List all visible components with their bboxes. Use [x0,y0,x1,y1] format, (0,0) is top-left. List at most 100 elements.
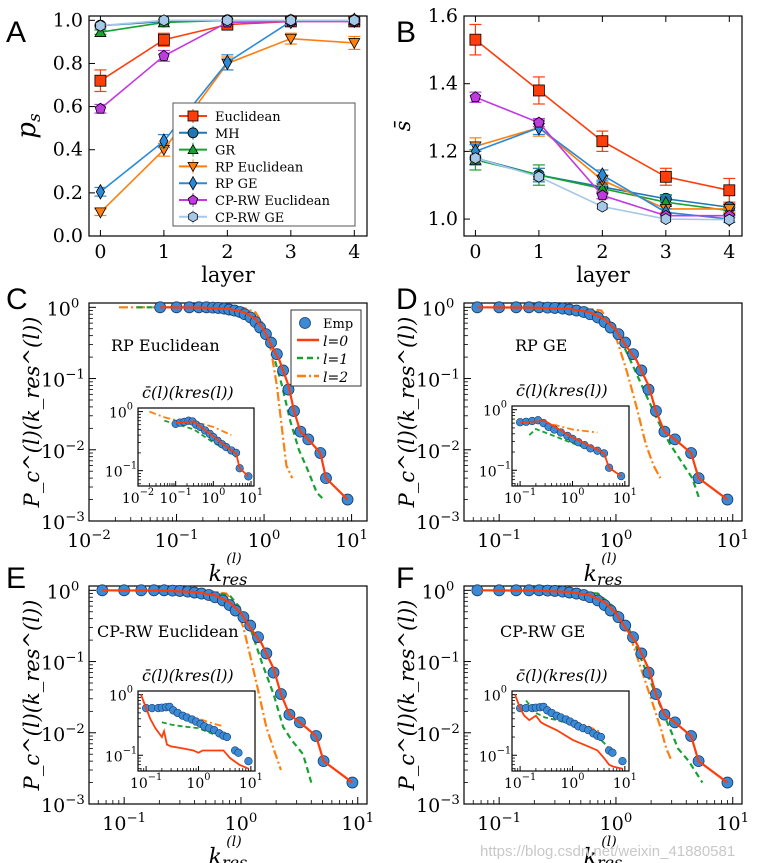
data-point [532,84,545,97]
data-point [285,14,296,27]
y-axis-label: ps [12,113,45,139]
y-tick-label: 1.6 [428,5,458,27]
legend-marker [187,143,199,155]
inset-y-tick-label: 100 [109,402,133,422]
legend-label: CP-RW GE [215,211,284,226]
data-point [660,213,671,226]
y-tick-label: 100 [47,579,80,603]
x-axis-label-superscript: (l) [226,551,241,567]
y-tick-label: 100 [422,579,455,603]
legend: Emp l=0 l=1 l=2 [290,309,362,387]
data-point [222,54,232,71]
y-tick-label: 10−3 [416,510,460,534]
data-point [94,102,107,114]
data-point [95,183,106,200]
y-tick-label: 10−2 [416,722,460,746]
inset-x-tick-label: 100 [201,487,225,507]
y-tick-label: 10−1 [41,368,85,392]
x-tick-label: 10−1 [477,811,521,835]
legend-marker [188,175,198,191]
inset-title: c̄(l)(kres(l)) [516,381,608,400]
inset-curves [149,410,253,481]
x-tick-label: 4 [723,241,735,263]
x-tick-label: 2 [596,241,608,263]
inset-y-tick-label: 10−1 [105,461,137,481]
x-tick-label: 100 [600,528,633,552]
inset-curve-l0 [175,420,249,478]
y-tick-label: 100 [47,296,80,320]
curves [471,301,734,506]
x-tick-label: 100 [225,811,258,835]
inset-emp-point [618,757,627,766]
plot-frame [88,585,368,805]
inset-y-tick-label: 100 [109,685,133,705]
legend-label: l=0 [323,334,348,350]
inset-emp-point [608,748,617,757]
legend-marker [187,194,199,205]
inset-x-tick-label: 101 [613,487,637,507]
inset-plot: 10−2 10−1 100 101 10−1 100 c̄(l)(kres(l)) [105,383,263,507]
data-point [158,49,170,61]
data-point [596,189,609,201]
x-tick-label: 0 [469,241,481,263]
inset-y-tick-label: 100 [483,685,507,705]
y-tick-label: 0.4 [53,139,83,161]
data-point [95,19,106,32]
data-point [533,170,545,183]
x-tick-label: 10−2 [67,528,111,552]
curve-l2 [170,589,282,771]
inset-y-tick-label: 100 [483,400,507,420]
x-tick-label: 10−1 [477,528,521,552]
legend-label: MH [215,127,240,142]
y-tick-label: 10−2 [41,439,85,463]
y-tick-label: 0.2 [53,182,83,204]
inset-x-tick-label: 10−2 [122,487,154,507]
watermark: https://blog.csdn.net/weixin_41880581 [480,843,735,860]
y-tick-label: 10−3 [41,793,85,817]
inset-y-tick-label: 10−1 [479,460,511,480]
y-tick-label: 10−1 [416,368,460,392]
series-group [94,12,361,219]
y-tick-label: 10−2 [41,722,85,746]
panel-letter-d: D [396,283,418,316]
panel-d-rp-ge: 10−1 100 101 10−3 10−2 10−1 100 kres(l) P_c^(l)(… [395,296,749,589]
panel-annotation: RP GE [515,336,567,355]
y-tick-label: 10−2 [416,439,460,463]
x-axis-label: layer [201,263,256,287]
inset-y-tick-label: 10−1 [479,745,511,765]
data-point [284,33,298,45]
inset-x-tick-label: 100 [560,487,584,507]
inset-title: c̄(l)(kres(l)) [516,666,608,685]
legend-label: l=2 [323,370,348,386]
inset-x-tick-label: 101 [239,487,263,507]
inset-curve-l0 [520,420,622,477]
inset-x-tick-label: 100 [186,772,210,792]
x-tick-label: 2 [221,241,233,263]
legend-marker [187,127,199,139]
inset-title: c̄(l)(kres(l)) [142,666,234,685]
x-tick-label: 100 [600,811,633,835]
x-tick-label: 10−1 [155,528,199,552]
inset-plot: 10−1 100 101 10−1 100 c̄(l)(kres(l)) [479,666,637,792]
panel-letter-e: E [6,562,26,595]
inset-x-tick-label: 10−1 [504,772,536,792]
data-point [158,14,170,27]
panel-b-s-vs-layer: 0 1 2 3 4 1.0 1.2 1.4 1.6 layer s̄ [391,5,743,287]
x-axis-label-superscript: (l) [226,834,241,850]
legend-frame [172,102,356,227]
y-tick-label: 1.0 [53,9,83,31]
inset-title: c̄(l)(kres(l)) [142,383,234,402]
legend-label: RP Euclidean [215,160,304,175]
y-axis-label: P_c^(l)(k_res^(l)) [20,600,44,792]
y-axis-label: P_c^(l)(k_res^(l)) [395,317,419,509]
x-axis-label: kres [209,562,248,589]
y-tick-label: 10−1 [41,651,85,675]
series-cp-rw-ge [469,152,736,226]
data-point [349,14,360,27]
legend-label: l=1 [323,352,348,368]
curves [118,301,354,506]
x-axis-label-superscript: (l) [601,551,616,567]
curve-l0 [160,306,349,501]
